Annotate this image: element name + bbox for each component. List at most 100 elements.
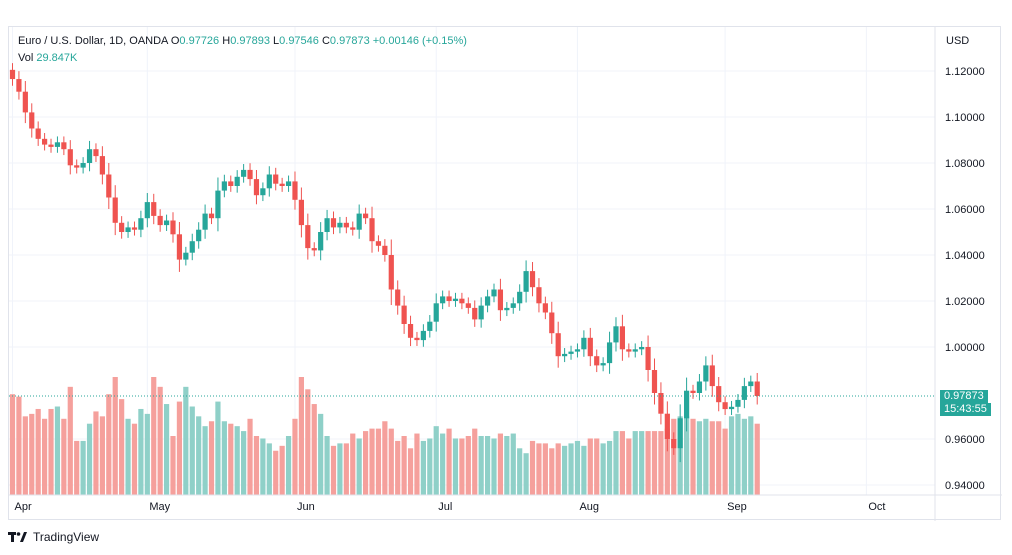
candle-body [722, 402, 728, 410]
volume-bar [253, 436, 260, 495]
price-tick-label: 1.06000 [945, 204, 985, 216]
candle-body [119, 222, 125, 232]
candle [273, 167, 279, 191]
volume-bar [645, 431, 651, 495]
price-tick-label: 1.12000 [945, 66, 985, 78]
price-tick-label: 1.10000 [945, 112, 985, 124]
candle-body [35, 128, 41, 139]
volume-bar [183, 386, 189, 495]
candle [658, 382, 664, 425]
volume-bar [748, 416, 754, 495]
candle [594, 349, 600, 373]
grid [9, 27, 935, 495]
volume-bar [728, 416, 735, 495]
candle [645, 335, 651, 382]
candle-body [414, 337, 420, 341]
bar-countdown: 15:43:55 [940, 403, 991, 416]
chart-frame[interactable]: 1.12000 1.10000 1.08000 1.06000 1.04000 1.020… [8, 26, 1002, 521]
volume-bar [74, 440, 80, 495]
volume-bar [106, 394, 112, 495]
last-price-tag: 0.97873 [940, 390, 988, 403]
volume-bar [202, 426, 208, 495]
volume-bar [735, 413, 741, 495]
volume-bar [324, 436, 330, 495]
volume-bar [440, 433, 446, 495]
candle [330, 211, 337, 235]
candle [407, 315, 414, 347]
candle [93, 143, 99, 162]
candle-body [581, 337, 587, 350]
candle-body [446, 296, 452, 301]
volume-bar [536, 443, 542, 495]
volume-bar [600, 443, 606, 495]
candle [86, 140, 93, 172]
candle [16, 71, 22, 100]
volume-bar [176, 401, 183, 495]
volume-bar [29, 413, 35, 495]
price-chart[interactable]: 1.12000 1.10000 1.08000 1.06000 1.04000 1.020… [9, 27, 1002, 521]
candle [523, 260, 529, 303]
candle [478, 297, 484, 328]
candle-body [202, 213, 208, 230]
candle [542, 296, 548, 320]
candle [99, 146, 105, 185]
candle [401, 295, 407, 334]
price-tick-label: 0.94000 [945, 480, 985, 492]
volume-bar [144, 413, 150, 495]
candle-body [677, 418, 683, 449]
candle [318, 222, 324, 261]
volume-bar [266, 443, 272, 495]
candle [22, 81, 28, 124]
volume-bar [465, 436, 471, 495]
volume-bar [632, 431, 638, 495]
candle-body [504, 307, 510, 311]
candle [613, 317, 619, 352]
candle [343, 216, 349, 234]
candle-body [626, 349, 632, 352]
candle-body [337, 222, 343, 228]
change-value: +0.00146 (+0.15%) [372, 35, 467, 47]
candle [677, 404, 683, 463]
volume-bar [446, 428, 452, 495]
candle-body [54, 142, 61, 147]
footer[interactable]: TradingView [8, 530, 99, 544]
candle [581, 330, 587, 357]
volume-bar [581, 445, 587, 495]
candle-body [555, 333, 561, 357]
volume-bar [54, 406, 61, 495]
candle [574, 343, 581, 358]
candle [497, 278, 504, 321]
volume-bar [703, 418, 709, 495]
candle [414, 331, 420, 346]
candle-body [472, 307, 478, 320]
candle [484, 289, 491, 313]
volume-bar [407, 448, 414, 495]
volume-bar [260, 438, 266, 495]
volume-bar [709, 421, 715, 495]
candle [388, 239, 394, 306]
volume-bar [671, 418, 677, 495]
candle [728, 400, 735, 415]
volume-bar [420, 440, 426, 495]
candle-body [298, 199, 304, 226]
candle-body [690, 390, 696, 393]
candle-body [754, 381, 760, 396]
candle-body [208, 213, 215, 219]
candle-body [163, 220, 170, 226]
volume-bar [119, 399, 125, 495]
candle [671, 432, 677, 455]
volume-bar [318, 413, 324, 495]
price-tick-label: 1.08000 [945, 158, 985, 170]
candle [9, 63, 16, 86]
volume-bar [549, 448, 555, 495]
volume-bars [9, 377, 760, 495]
candle [536, 278, 542, 313]
candle [549, 301, 555, 344]
candle-body [356, 213, 362, 230]
candle-body [375, 241, 382, 246]
volume-bar [722, 428, 728, 495]
volume-bar [9, 394, 16, 495]
candle [587, 327, 593, 367]
candle [382, 239, 388, 262]
volume-bar [16, 396, 22, 495]
